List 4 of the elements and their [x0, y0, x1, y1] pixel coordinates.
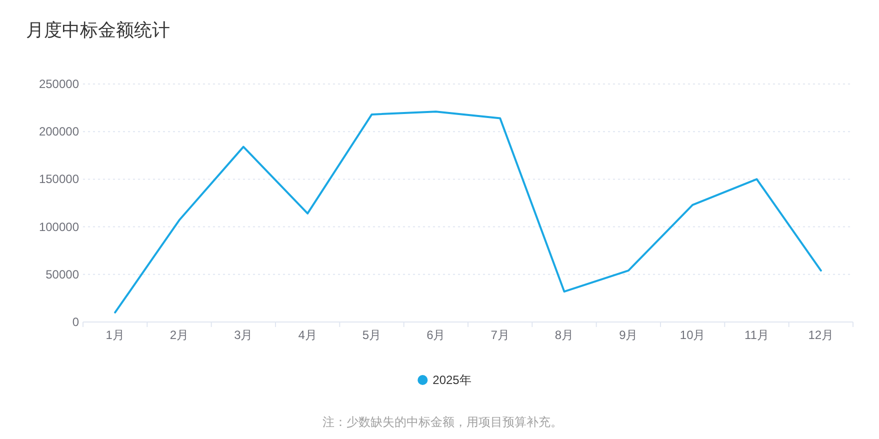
legend: 2025年: [418, 373, 472, 387]
legend-label: 2025年: [432, 373, 472, 387]
title: 月度中标金额统计: [26, 20, 170, 40]
note: 注：少数缺失的中标金额，用项目预算补充。: [322, 415, 562, 429]
